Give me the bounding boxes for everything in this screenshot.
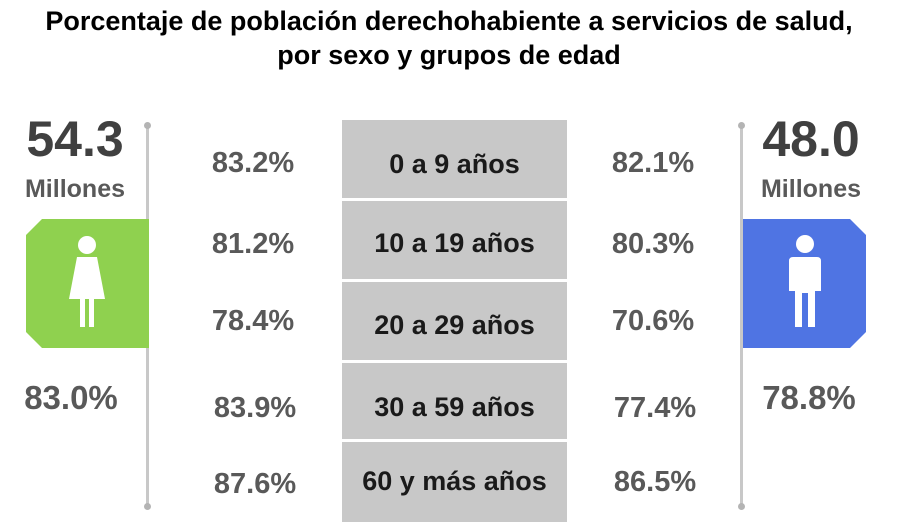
right-divider-bottom-dot [738,503,745,510]
age-group-30-59: 30 a 59 años [342,363,567,442]
female-badge [26,219,149,348]
age-group-0-9: 0 a 9 años [342,120,567,201]
left-divider-bottom-dot [144,503,151,510]
right-divider-line [740,125,743,507]
female-figure-icon [26,219,149,348]
male-population-unit: Millones [760,175,861,203]
male-pct-0-9: 82.1% [611,147,695,179]
female-population: 54.3 [26,111,124,167]
female-pct-30-59: 83.9% [213,392,297,424]
age-group-10-19: 10 a 19 años [342,201,567,282]
age-groups-column: 0 a 9 años 10 a 19 años 20 a 29 años 30 … [342,120,567,522]
male-pct-60-plus: 86.5% [613,466,697,498]
male-population: 48.0 [762,111,860,167]
female-pct-60-plus: 87.6% [213,468,297,500]
male-pct-20-29: 70.6% [611,305,695,337]
female-total-percentage: 83.0% [24,379,118,416]
female-pct-0-9: 83.2% [211,147,295,179]
age-group-60-plus: 60 y más años [362,466,547,496]
age-group-20-29: 20 a 29 años [342,282,567,363]
female-pct-20-29: 78.4% [211,305,295,337]
chart-title-line-2: por sexo y grupos de edad [277,40,621,70]
right-divider-top-dot [738,122,745,129]
chart-title: Porcentaje de población derechohabiente … [0,4,898,72]
chart-title-line-1: Porcentaje de población derechohabiente … [45,6,853,36]
male-badge [743,219,866,348]
female-pct-10-19: 81.2% [211,228,295,260]
female-population-unit: Millones [24,175,125,203]
male-total-percentage: 78.8% [762,379,856,416]
male-pct-10-19: 80.3% [611,228,695,260]
male-pct-30-59: 77.4% [613,392,697,424]
left-divider-top-dot [144,122,151,129]
male-figure-icon [743,219,866,348]
